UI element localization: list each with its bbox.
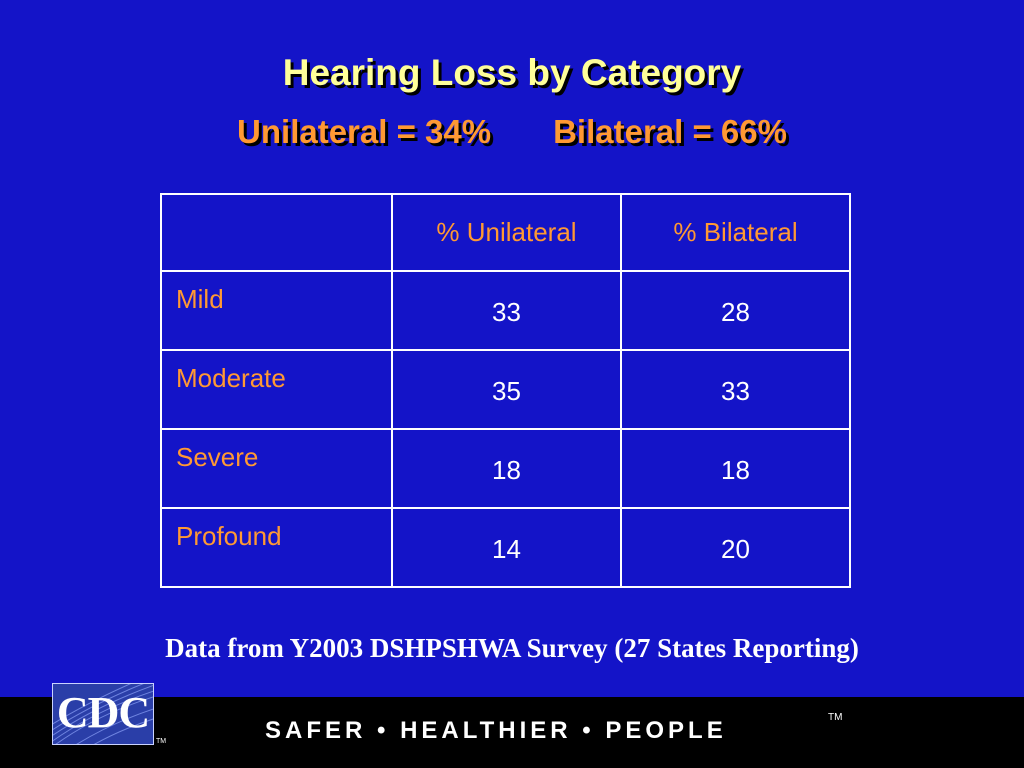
logo-trademark: TM bbox=[156, 738, 167, 745]
cell-mild-bilateral: 28 bbox=[620, 270, 851, 351]
cell-severe-unilateral: 18 bbox=[391, 428, 622, 509]
cdc-logo: CDC bbox=[52, 683, 154, 745]
cell-mild-unilateral: 33 bbox=[391, 270, 622, 351]
table-row: Moderate 35 33 bbox=[160, 349, 851, 430]
row-label-mild: Mild bbox=[160, 270, 393, 351]
cell-profound-bilateral: 20 bbox=[620, 507, 851, 588]
row-label-severe: Severe bbox=[160, 428, 393, 509]
tagline: SAFER • HEALTHIER • PEOPLE bbox=[265, 717, 727, 744]
table-header-row: % Unilateral % Bilateral bbox=[160, 193, 851, 272]
table-row: Profound 14 20 bbox=[160, 507, 851, 588]
slide-title: Hearing Loss by Category bbox=[282, 52, 742, 93]
row-label-profound: Profound bbox=[160, 507, 393, 588]
row-label-moderate: Moderate bbox=[160, 349, 393, 430]
column-header-unilateral: % Unilateral bbox=[391, 193, 622, 272]
cell-moderate-unilateral: 35 bbox=[391, 349, 622, 430]
tagline-trademark: TM bbox=[828, 712, 843, 723]
cell-severe-bilateral: 18 bbox=[620, 428, 851, 509]
unilateral-summary: Unilateral = 34% bbox=[237, 113, 492, 150]
footer-bar bbox=[0, 697, 1024, 768]
column-header-bilateral: % Bilateral bbox=[620, 193, 851, 272]
hearing-loss-table: % Unilateral % Bilateral Mild 33 28 Mode… bbox=[160, 193, 851, 588]
logo-swoosh-icon bbox=[53, 684, 153, 744]
bilateral-summary: Bilateral = 66% bbox=[553, 113, 787, 150]
source-note: Data from Y2003 DSHPSHWA Survey (27 Stat… bbox=[165, 633, 859, 663]
cell-profound-unilateral: 14 bbox=[391, 507, 622, 588]
table-row: Mild 33 28 bbox=[160, 270, 851, 351]
table-row: Severe 18 18 bbox=[160, 428, 851, 509]
table-corner-cell bbox=[160, 193, 393, 272]
logo-text: CDC bbox=[56, 688, 150, 737]
slide-subtitle: Unilateral = 34% Bilateral = 66% bbox=[0, 110, 1024, 154]
cell-moderate-bilateral: 33 bbox=[620, 349, 851, 430]
